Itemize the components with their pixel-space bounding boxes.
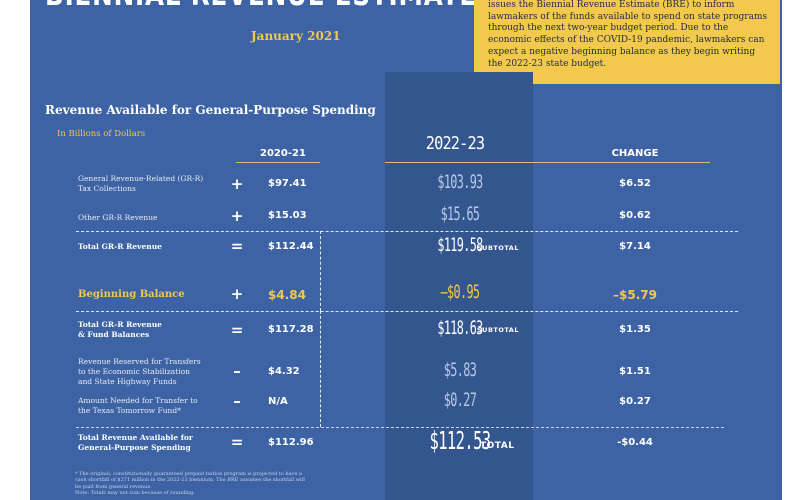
footnote-line: cash shortfall of $271 million in the 20…	[75, 477, 305, 484]
value-2022-23: $118.63	[437, 317, 483, 339]
row-divider	[76, 427, 724, 428]
footnote: * The original, constitutionally guarant…	[75, 471, 335, 497]
row-label-line: Revenue Reserved for Transfers	[78, 357, 201, 366]
column-header-2022-23: 2022-23	[425, 133, 485, 154]
row-label-other-revenue: Other GR-R Revenue	[78, 213, 157, 223]
value-2022-23: $0.27	[443, 389, 477, 411]
infographic-panel: BIENNIAL REVENUE ESTIMATE January 2021 i…	[30, 0, 782, 500]
row-label-line: to the Economic Stabilization	[78, 367, 191, 376]
equals-operator: =	[230, 433, 244, 451]
value-change: $0.62	[619, 210, 651, 221]
bracket-divider	[320, 311, 321, 427]
header-underline	[236, 162, 320, 163]
page-title: BIENNIAL REVENUE ESTIMATE	[45, 0, 477, 13]
total-tag: TOTAL	[480, 441, 515, 451]
subtotal-tag: SUBTOTAL	[477, 244, 519, 252]
equals-operator: =	[230, 321, 244, 339]
value-2020-21: $15.03	[268, 210, 307, 221]
value-2020-21: $4.84	[268, 288, 306, 302]
header-underline	[385, 162, 710, 163]
value-change: $0.27	[619, 396, 651, 407]
row-label-line: Total GR-R Revenue	[78, 320, 162, 329]
value-2022-23: $103.93	[437, 171, 483, 193]
footnote-line: * The original, constitutionally guarant…	[75, 471, 303, 477]
row-label-texas-tomorrow-fund: Amount Needed for Transfer to the Texas …	[78, 396, 198, 416]
footnote-line: Note: Totals may not sum because of roun…	[75, 490, 195, 497]
row-label-line: & Fund Balances	[78, 330, 150, 339]
intro-line: expect a negative beginning balance as t…	[488, 46, 756, 57]
intro-line: the 2022-23 state budget.	[488, 58, 607, 69]
row-label-line: General Revenue-Related (GR-R)	[78, 174, 204, 183]
value-2022-23: $119.58	[437, 234, 483, 256]
table-title: Revenue Available for General-Purpose Sp…	[45, 103, 376, 117]
row-label-line: Total Revenue Available for	[78, 433, 193, 442]
value-2022-23: $5.83	[443, 359, 477, 381]
bracket-divider	[320, 231, 321, 311]
equals-operator: =	[230, 237, 244, 255]
value-2020-21: N/A	[268, 396, 288, 407]
row-label-line: Tax Collections	[78, 184, 136, 193]
row-label-total-available: Total Revenue Available for General-Purp…	[78, 433, 193, 453]
plus-operator: +	[230, 285, 244, 303]
value-change: –$5.79	[613, 288, 657, 302]
value-2020-21: $4.32	[268, 366, 300, 377]
row-divider	[76, 231, 738, 232]
plus-operator: +	[230, 207, 244, 225]
row-label-tax-collections: General Revenue-Related (GR-R) Tax Colle…	[78, 174, 203, 194]
row-label-line: and State Highway Funds	[78, 377, 177, 386]
value-change: $6.52	[619, 178, 651, 189]
minus-operator: –	[233, 362, 241, 380]
plus-operator: +	[230, 175, 244, 193]
row-divider	[76, 311, 738, 312]
value-2022-23: –$0.95	[440, 281, 480, 303]
minus-operator: –	[233, 392, 241, 410]
column-header-change: CHANGE	[611, 148, 659, 159]
value-2022-23: $15.65	[440, 203, 480, 225]
row-label-line: the Texas Tomorrow Fund*	[78, 406, 181, 415]
value-2020-21: $112.44	[268, 241, 314, 252]
value-change: -$0.44	[617, 437, 653, 448]
intro-note-box: issues the Biennial Revenue Estimate (BR…	[474, 0, 780, 84]
value-2020-21: $117.28	[268, 324, 314, 335]
row-label-transfers-reserved: Revenue Reserved for Transfers to the Ec…	[78, 357, 201, 387]
value-2020-21: $97.41	[268, 178, 307, 189]
row-label-line: Amount Needed for Transfer to	[78, 396, 198, 405]
value-change: $7.14	[619, 241, 651, 252]
value-change: $1.51	[619, 366, 651, 377]
table-units: In Billions of Dollars	[57, 129, 146, 139]
row-label-beginning-balance: Beginning Balance	[78, 290, 185, 300]
value-2020-21: $112.96	[268, 437, 314, 448]
intro-line: issues the Biennial Revenue Estimate (BR…	[488, 0, 735, 10]
row-label-total-with-fund-balances: Total GR-R Revenue & Fund Balances	[78, 320, 162, 340]
row-label-line: Other GR-R Revenue	[78, 213, 158, 222]
column-header-2020-21: 2020-21	[260, 148, 306, 159]
row-label-line: Beginning Balance	[78, 289, 185, 300]
row-label-total-grr-revenue: Total GR-R Revenue	[78, 242, 162, 252]
highlight-column-2022-23	[385, 72, 533, 500]
subtotal-tag: SUBTOTAL	[477, 326, 519, 334]
intro-line: economic effects of the COVID-19 pandemi…	[488, 35, 765, 46]
intro-line: lawmakers of the funds available to spen…	[488, 11, 768, 22]
intro-line: through the next two-year budget period.…	[488, 23, 729, 34]
value-change: $1.35	[619, 324, 651, 335]
row-label-line: Total GR-R Revenue	[78, 242, 162, 251]
footnote-line: be paid from general revenue.	[75, 483, 152, 490]
publication-date: January 2021	[251, 29, 341, 43]
row-label-line: General-Purpose Spending	[78, 443, 191, 452]
value-2022-23: $112.53	[429, 426, 492, 455]
